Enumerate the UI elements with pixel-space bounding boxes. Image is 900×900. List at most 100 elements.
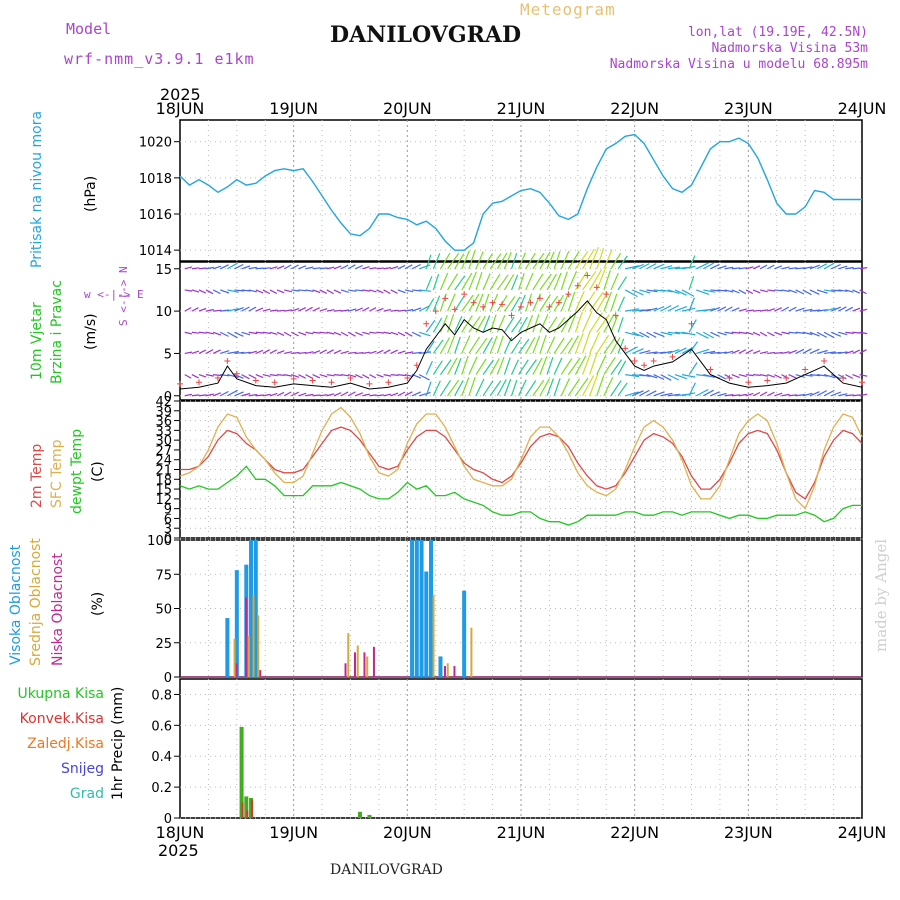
wind-barb — [326, 309, 335, 312]
wind-barb — [305, 289, 314, 292]
wind-barb — [553, 251, 561, 269]
wind-barb — [838, 393, 848, 397]
model-label: Model — [66, 20, 112, 38]
wind-barb — [617, 317, 624, 333]
wind-barb — [809, 289, 820, 295]
wind-barb — [227, 308, 239, 312]
wind-barb — [276, 289, 285, 294]
wind-barb — [255, 289, 264, 294]
cloud-bar-mid — [247, 635, 250, 677]
wind-barb — [447, 273, 459, 291]
wind-barb — [277, 309, 285, 312]
wind-barb — [284, 374, 293, 377]
wind-gust-marker — [177, 380, 183, 387]
wind-barb — [859, 349, 867, 354]
wind-barb — [369, 331, 377, 334]
wind-barb — [845, 306, 854, 312]
wind-speed-line — [179, 300, 863, 390]
wind-barb — [425, 276, 433, 291]
wind-barb — [802, 331, 813, 336]
wind-barb — [574, 250, 589, 270]
y-tick-label: 10 — [155, 305, 172, 320]
cloud-bar-high — [249, 540, 254, 677]
wind-barb — [319, 394, 328, 397]
wind-barb — [710, 263, 720, 270]
wind-barb — [269, 289, 278, 295]
wind-barb — [567, 335, 579, 354]
wind-barb — [752, 391, 761, 397]
wind-barb — [859, 308, 868, 312]
wind-barb — [646, 289, 658, 293]
wind-gust-marker — [802, 366, 809, 373]
wind-barb — [291, 374, 300, 378]
wind-barb — [696, 348, 710, 355]
wind-gust-marker — [195, 379, 202, 386]
wind-barb — [425, 360, 433, 375]
wind-barb — [859, 289, 867, 295]
wind-barb — [355, 307, 363, 312]
wind-barb — [383, 308, 392, 312]
wind-barb — [603, 356, 616, 375]
wind-barb — [646, 263, 657, 270]
wind-barb — [503, 378, 512, 396]
y-tick-label: 39 — [155, 405, 172, 420]
wind-barb — [262, 331, 271, 335]
wind-gust-marker — [252, 377, 259, 384]
wind-barb — [219, 331, 229, 337]
wind-gust-marker — [224, 358, 231, 365]
wind-barb — [234, 331, 244, 337]
wind-barb — [632, 289, 644, 296]
wind-barb — [347, 308, 357, 312]
cloud-bar-high — [253, 540, 258, 677]
wind-barb — [774, 289, 783, 292]
wind-barb — [617, 296, 626, 312]
wind-barb — [284, 289, 293, 293]
wind-barb — [362, 374, 370, 379]
wind-barb — [319, 289, 327, 294]
precip-bar-total — [244, 796, 249, 818]
wind-barb — [589, 352, 598, 375]
wind-barb — [333, 289, 342, 294]
wind-barb — [667, 304, 679, 312]
top-day-label: 22JUN — [610, 99, 659, 118]
wind-barb — [653, 305, 665, 312]
wind-barb — [717, 351, 727, 355]
wind-barb — [674, 306, 688, 312]
wind-barb — [809, 264, 820, 270]
wind-barb — [859, 331, 868, 335]
wind-barb — [774, 307, 782, 312]
wind-barb — [447, 314, 455, 333]
wind-barb — [248, 266, 258, 270]
wind-barb — [205, 289, 214, 295]
wind-barb — [760, 374, 768, 377]
wind-barb — [376, 349, 384, 354]
wind-barb — [760, 351, 768, 355]
wind-barb — [759, 391, 768, 397]
wind-barb — [703, 289, 716, 293]
wind-barb — [305, 351, 314, 355]
wind-barb — [660, 374, 672, 381]
wind-barb — [560, 293, 569, 312]
wind-barb — [347, 391, 356, 397]
wind-barb — [731, 394, 741, 397]
top-day-label: 21JUN — [497, 99, 546, 118]
wind-barb — [220, 289, 230, 294]
wind-barb — [305, 266, 314, 270]
wind-barb — [724, 331, 734, 335]
wind-barb — [802, 308, 813, 312]
wind-barb — [539, 334, 547, 354]
wind-barb — [241, 289, 251, 292]
wind-barb — [439, 314, 448, 333]
wind-barb — [262, 308, 271, 312]
wind-barb — [340, 391, 349, 397]
wind-barb — [688, 297, 695, 312]
wind-gust-marker — [290, 375, 297, 382]
wind-barb — [667, 266, 680, 270]
wind-barb — [809, 309, 821, 312]
wind-barb — [369, 374, 377, 379]
wind-barb — [319, 374, 328, 378]
wind-barb — [262, 374, 271, 377]
wind-barb — [610, 380, 622, 397]
wind-barb — [376, 394, 384, 397]
wind-barb — [283, 264, 292, 270]
